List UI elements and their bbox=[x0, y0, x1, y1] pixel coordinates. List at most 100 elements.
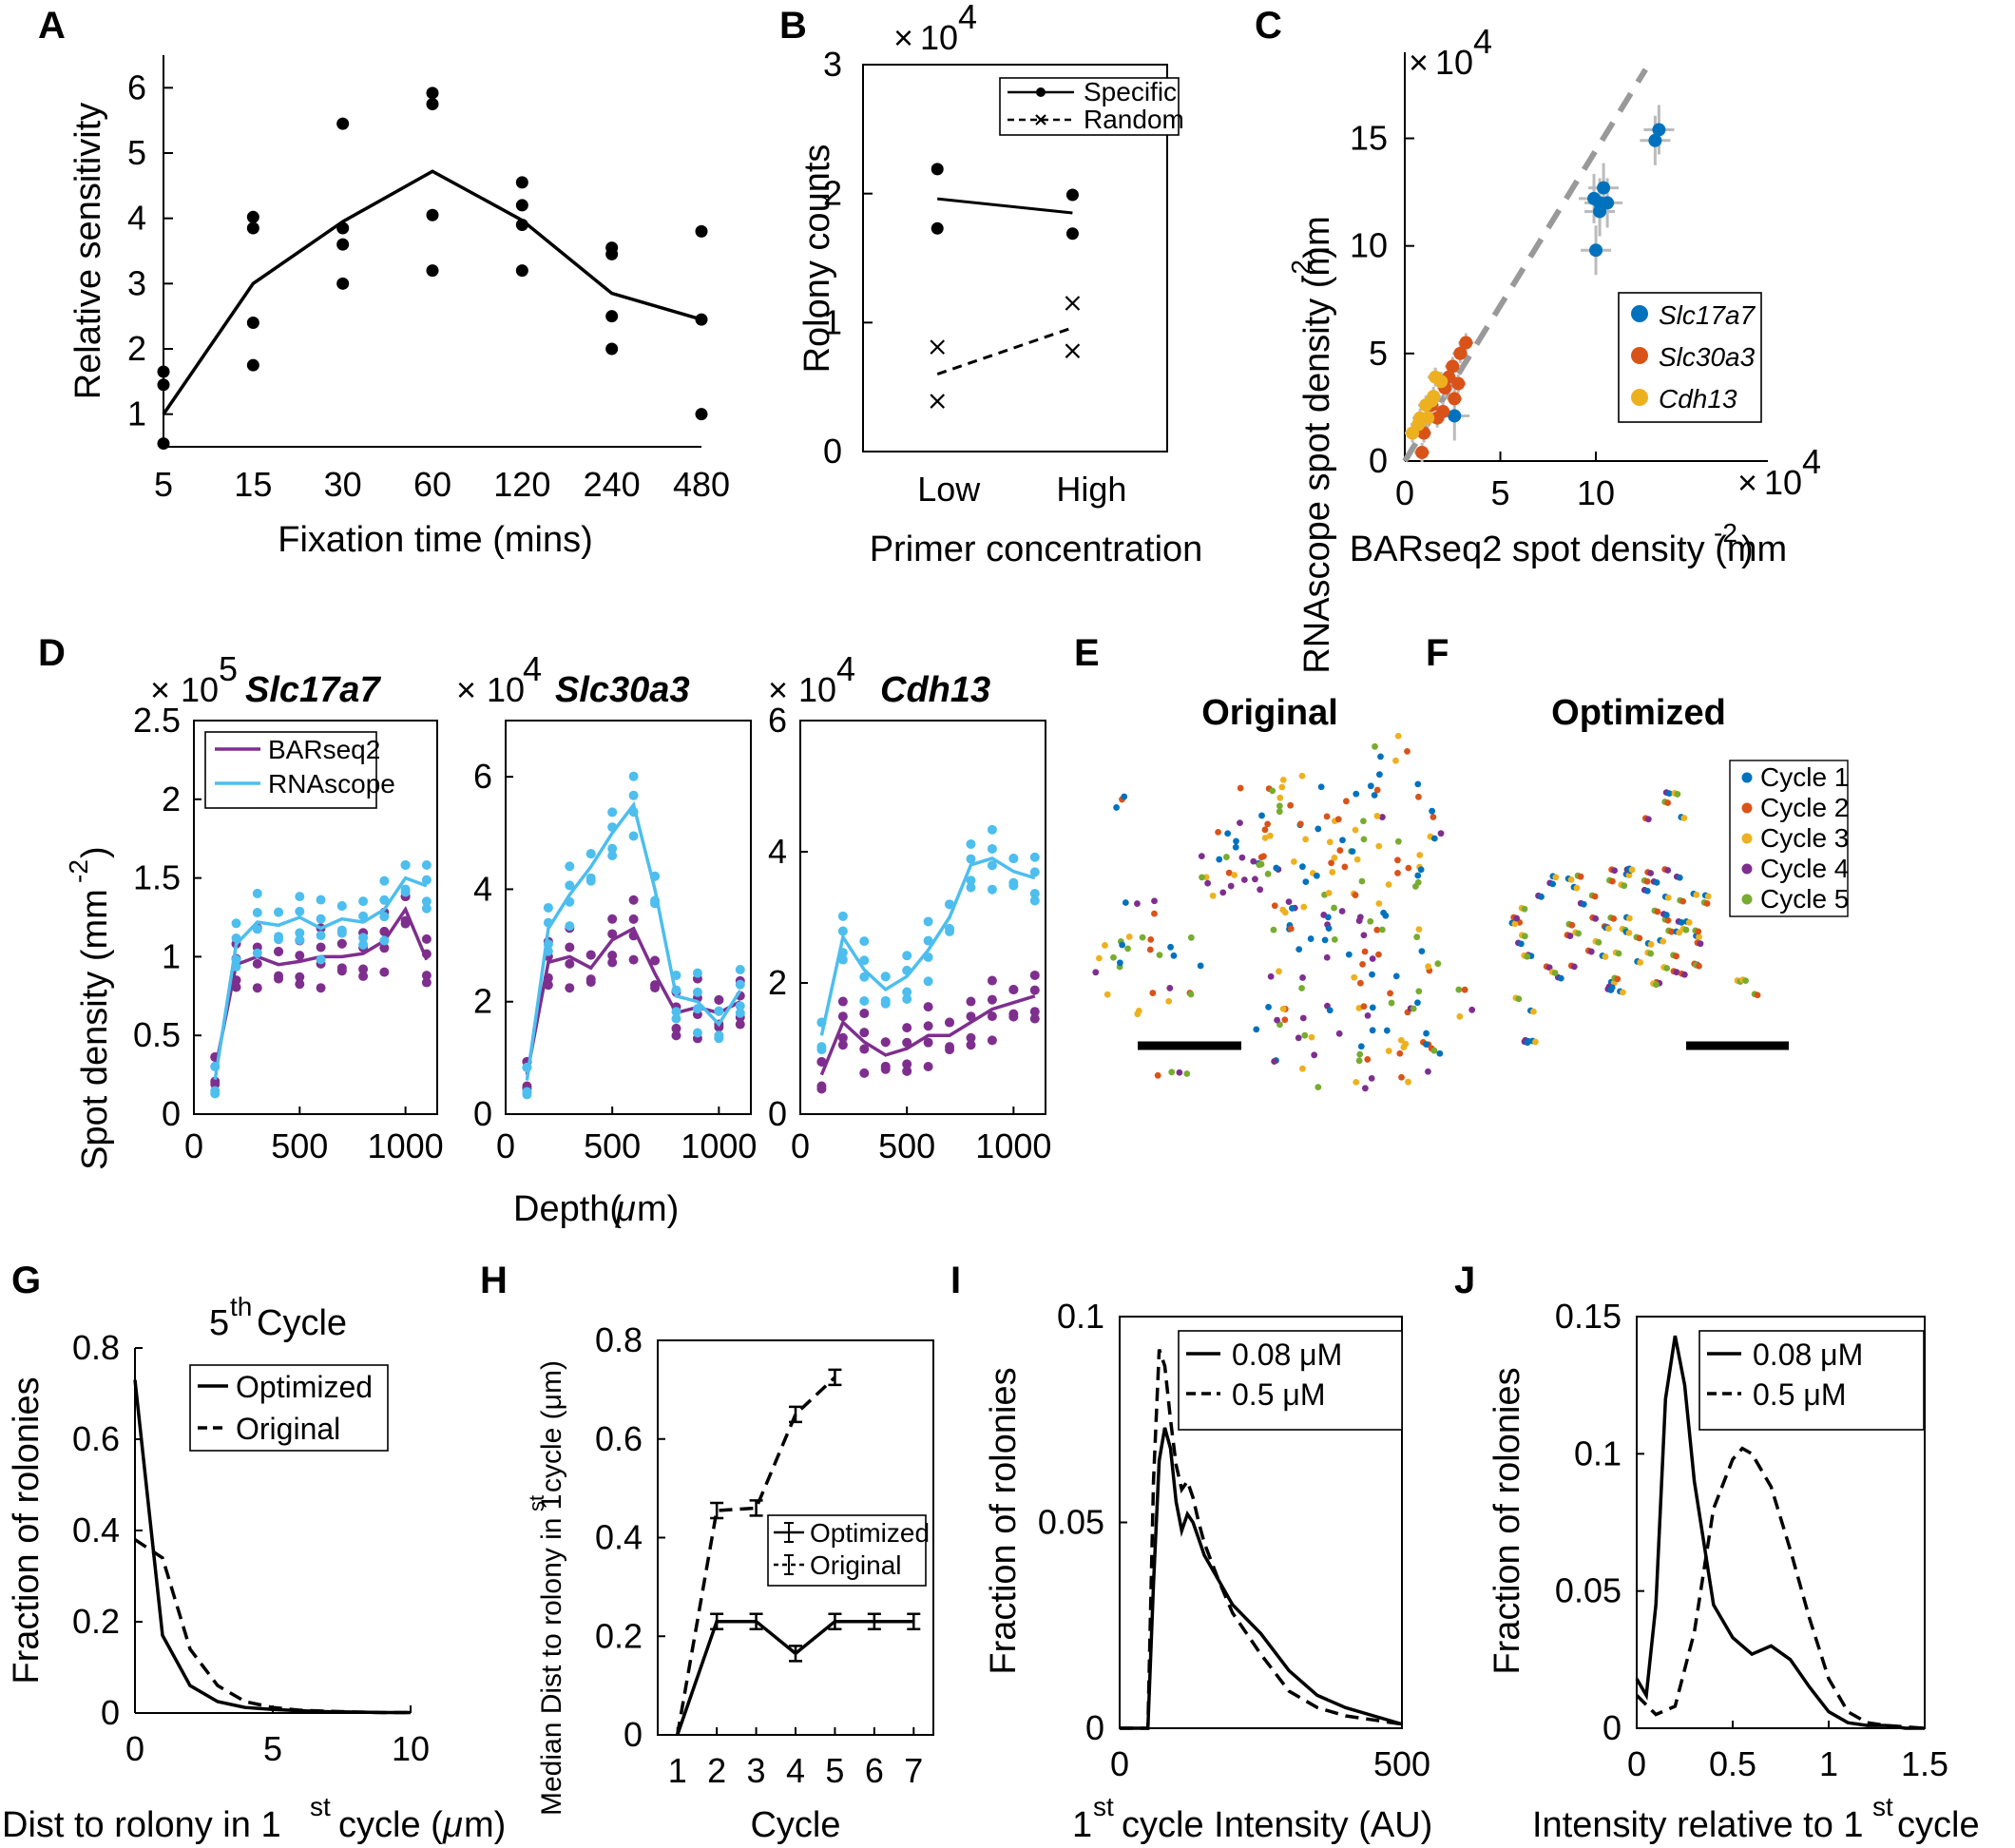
c-legend-label-slc17a7: Slc17a7 bbox=[1659, 300, 1756, 330]
d3-replicate-barseq2 bbox=[987, 1011, 997, 1022]
d3-replicate-barseq2 bbox=[880, 1037, 891, 1048]
d2-replicate-rnascope bbox=[714, 1006, 724, 1016]
e-spot bbox=[1299, 1014, 1307, 1022]
f-spot bbox=[1552, 874, 1560, 881]
c-y-axis-label: RNAscope spot density (mm bbox=[1297, 216, 1337, 674]
d3-replicate-rnascope bbox=[859, 955, 870, 966]
e-spot bbox=[1425, 963, 1432, 971]
e-spot bbox=[1436, 1049, 1444, 1057]
e-spot bbox=[1168, 1068, 1176, 1076]
d2-replicate-rnascope bbox=[585, 873, 596, 883]
f-spot bbox=[1647, 870, 1655, 876]
d1-replicate-barseq2 bbox=[295, 972, 305, 982]
d1-replicate-rnascope bbox=[358, 896, 369, 907]
c-xexp: 4 bbox=[1802, 442, 1821, 481]
f-spot bbox=[1679, 897, 1687, 905]
d3-replicate-rnascope bbox=[1029, 852, 1040, 862]
f-spot bbox=[1647, 941, 1655, 948]
d3-replicate-barseq2 bbox=[837, 1011, 848, 1022]
a-mean-line bbox=[162, 169, 702, 415]
d3-replicate-barseq2 bbox=[837, 1040, 848, 1050]
c-point-slc30a3 bbox=[1459, 336, 1473, 350]
d3-replicate-rnascope bbox=[966, 882, 976, 893]
a-data-point bbox=[426, 87, 439, 100]
f-spot bbox=[1742, 977, 1749, 985]
e-spot bbox=[1287, 801, 1295, 809]
j-xtick-label: 1.5 bbox=[1901, 1744, 1948, 1783]
d-exp-base: 10 bbox=[487, 670, 525, 709]
d3-replicate-barseq2 bbox=[1029, 1007, 1040, 1017]
d1-replicate-rnascope bbox=[295, 906, 305, 916]
a-data-point bbox=[515, 176, 528, 189]
e-spot bbox=[1279, 906, 1287, 914]
e-spot bbox=[1378, 926, 1386, 934]
e-spot bbox=[1198, 853, 1205, 860]
h-errorbar-optimized bbox=[749, 1612, 763, 1630]
e-spot bbox=[1295, 946, 1303, 953]
g-xtick-label: 5 bbox=[263, 1729, 282, 1768]
j-x-axis-rest: cycle bbox=[1897, 1805, 1980, 1845]
e-spot bbox=[1326, 1007, 1334, 1014]
f-spot bbox=[1591, 893, 1599, 900]
e-spot bbox=[1257, 886, 1264, 894]
e-spot bbox=[1176, 1068, 1183, 1076]
d3-replicate-rnascope bbox=[859, 972, 870, 982]
d-y-axis-label-group: Spot density (mm -2) bbox=[64, 846, 115, 1169]
d-legend-label-rnascope: RNAscope bbox=[268, 769, 395, 799]
f-spot bbox=[1621, 882, 1628, 890]
d3-replicate-rnascope bbox=[816, 1042, 827, 1052]
f-spot bbox=[1663, 965, 1671, 972]
e-title: Original bbox=[1201, 693, 1338, 733]
f-spot bbox=[1521, 905, 1528, 913]
b-random-point bbox=[1065, 296, 1081, 311]
e-spot bbox=[1257, 854, 1265, 861]
h-ytick-label: 0.2 bbox=[595, 1616, 643, 1655]
e-spot bbox=[1352, 826, 1359, 834]
e-spot bbox=[1264, 870, 1272, 877]
f-spot bbox=[1524, 1039, 1531, 1047]
i-legend bbox=[1178, 1330, 1403, 1431]
b-axes-box bbox=[862, 64, 1168, 452]
c-xtick-label: 5 bbox=[1491, 473, 1510, 512]
d2-replicate-rnascope bbox=[565, 921, 575, 932]
d1-replicate-rnascope bbox=[295, 892, 305, 902]
g-title-rest: Cycle bbox=[257, 1303, 347, 1343]
h-xtick-label: 4 bbox=[786, 1751, 805, 1790]
i-xtick-label: 0 bbox=[1110, 1744, 1129, 1783]
g-xtick-label: 0 bbox=[125, 1729, 144, 1768]
e-spot bbox=[1394, 837, 1402, 845]
f-spot bbox=[1644, 816, 1652, 823]
d1-ytick-label: 2 bbox=[162, 780, 181, 818]
d1-replicate-barseq2 bbox=[421, 971, 432, 981]
d1-replicate-barseq2 bbox=[421, 934, 432, 944]
j-ytick-label: 0.1 bbox=[1574, 1434, 1622, 1473]
e-spot bbox=[1359, 961, 1366, 968]
b-exponent-times: × bbox=[893, 18, 913, 57]
d1-replicate-barseq2 bbox=[379, 967, 390, 977]
e-spot bbox=[1253, 1026, 1260, 1033]
d3-replicate-barseq2 bbox=[923, 1037, 933, 1048]
e-spot bbox=[1183, 1070, 1191, 1077]
d1-replicate-rnascope bbox=[274, 932, 284, 942]
c-yexp-times: × bbox=[1409, 43, 1429, 82]
e-spot bbox=[1269, 787, 1276, 795]
e-spot bbox=[1313, 872, 1320, 879]
f-spot bbox=[1682, 926, 1690, 934]
panel-label-d: D bbox=[38, 632, 66, 674]
c-identity-line bbox=[1402, 67, 1648, 463]
d1-line-rnascope bbox=[213, 876, 428, 1080]
panel-label-j: J bbox=[1454, 1260, 1475, 1301]
i-ytick-label: 0 bbox=[1085, 1708, 1104, 1747]
b-xtick-label: Low bbox=[917, 470, 981, 509]
e-spot bbox=[1121, 793, 1128, 800]
d1-replicate-rnascope bbox=[316, 954, 326, 965]
d3-ytick-label: 6 bbox=[768, 701, 787, 740]
d3-replicate-rnascope bbox=[902, 951, 912, 961]
c-ytick-label: 5 bbox=[1369, 334, 1388, 373]
e-spot bbox=[1124, 945, 1131, 953]
d3-replicate-barseq2 bbox=[816, 1056, 827, 1067]
d-exp: 4 bbox=[836, 649, 855, 688]
f-spot bbox=[1549, 880, 1557, 888]
f-spot bbox=[1703, 900, 1711, 907]
e-spot bbox=[1219, 889, 1227, 896]
